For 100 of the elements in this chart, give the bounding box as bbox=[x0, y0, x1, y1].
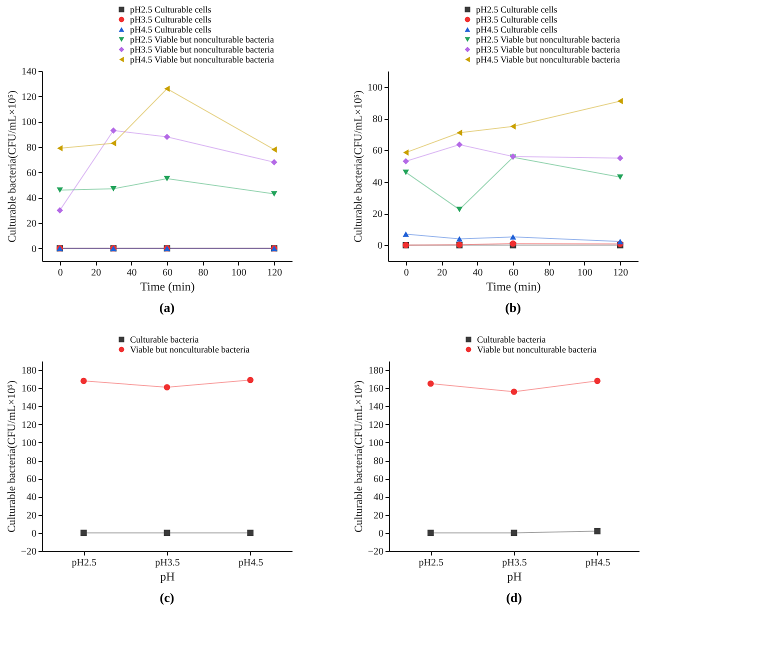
y-tick-label: 100 bbox=[22, 117, 36, 128]
y-tick-label: 80 bbox=[372, 114, 382, 125]
point bbox=[428, 530, 434, 536]
x-tick-label: 120 bbox=[267, 268, 282, 278]
point bbox=[456, 206, 463, 212]
point bbox=[594, 528, 600, 534]
x-tick-label: pH3.5 bbox=[502, 558, 527, 568]
text: (c) bbox=[160, 590, 174, 605]
point bbox=[57, 145, 63, 152]
y-tick-label: 160 bbox=[368, 384, 384, 395]
point bbox=[456, 236, 463, 242]
y-tick-label: 60 bbox=[374, 474, 384, 486]
legend-label: pH2.5 Culturable cells bbox=[130, 4, 212, 14]
text: (b) bbox=[505, 300, 521, 315]
y-tick-label: 0 bbox=[32, 528, 36, 540]
point bbox=[456, 130, 462, 136]
x-tick-label: 100 bbox=[231, 268, 246, 278]
y-tick-label: 40 bbox=[26, 193, 36, 204]
x-tick-label: 20 bbox=[437, 268, 448, 278]
point bbox=[164, 176, 170, 182]
y-tick-label: 60 bbox=[26, 168, 36, 179]
legend-label: Viable but nonculturable bacteria bbox=[477, 344, 597, 354]
x-axis-title: pH bbox=[160, 570, 176, 584]
x-tick-label: 40 bbox=[126, 268, 137, 278]
legend-label: pH2.5 Culturable cells bbox=[476, 4, 558, 14]
y-tick-label: 100 bbox=[368, 438, 384, 449]
y-axis-title: Culturable bacteria(CFU/mL×10⁵) bbox=[352, 90, 364, 243]
point bbox=[110, 127, 117, 134]
y-tick-label: 80 bbox=[374, 456, 384, 468]
point bbox=[80, 530, 87, 536]
y-tick-label: 120 bbox=[22, 420, 36, 431]
y-tick-label: 40 bbox=[374, 492, 384, 504]
legend-label: pH2.5 Viable but nonculturable bacteria bbox=[476, 34, 620, 44]
y-tick-label: 180 bbox=[368, 366, 384, 377]
y-tick-label: 120 bbox=[22, 92, 36, 103]
y-tick-label: 20 bbox=[374, 510, 384, 522]
x-tick-label: pH2.5 bbox=[418, 558, 444, 568]
point bbox=[270, 191, 278, 197]
legend-label: pH2.5 Viable but nonculturable bacteria bbox=[130, 34, 274, 44]
legend-label: pH4.5 Culturable cells bbox=[130, 24, 212, 34]
point bbox=[80, 378, 87, 384]
x-tick-label: pH4.5 bbox=[238, 558, 264, 568]
y-tick-label: 40 bbox=[372, 177, 382, 188]
x-tick-label: 80 bbox=[544, 268, 554, 278]
point bbox=[402, 170, 410, 176]
x-tick-label: 80 bbox=[198, 268, 208, 278]
y-tick-label: 20 bbox=[26, 510, 36, 522]
text: (a) bbox=[159, 300, 175, 315]
x-tick-label: pH2.5 bbox=[72, 558, 97, 568]
y-tick-label: 0 bbox=[378, 528, 384, 540]
y-tick-label: 80 bbox=[26, 142, 36, 154]
y-axis-title: Culturable bacteria(CFU/mL×10⁵) bbox=[6, 380, 18, 533]
y-tick-label: 100 bbox=[22, 438, 36, 449]
point bbox=[110, 140, 116, 146]
point bbox=[617, 98, 623, 104]
y-tick-label: 20 bbox=[372, 209, 382, 220]
legend-label: pH3.5 Viable but nonculturable bacteria bbox=[130, 44, 274, 54]
point bbox=[271, 146, 277, 153]
legend-label: pH4.5 Viable but nonculturable bacteria bbox=[130, 54, 274, 64]
point bbox=[56, 187, 64, 193]
point bbox=[403, 149, 409, 156]
y-tick-label: 20 bbox=[26, 218, 36, 230]
y-tick-label: 180 bbox=[22, 366, 36, 377]
point bbox=[110, 186, 117, 192]
legend-label: pH3.5 Culturable cells bbox=[476, 14, 558, 24]
x-axis-title: pH bbox=[507, 570, 522, 584]
x-axis-title: Time (min) bbox=[140, 280, 195, 294]
legend-label: pH3.5 Culturable cells bbox=[130, 14, 212, 24]
legend-label: pH3.5 Viable but nonculturable bacteria bbox=[476, 44, 620, 54]
x-tick-label: 20 bbox=[91, 268, 102, 278]
point bbox=[247, 376, 254, 384]
legend-label: Viable but nonculturable bacteria bbox=[130, 344, 250, 354]
point bbox=[616, 238, 624, 244]
x-tick-label: 0 bbox=[404, 268, 409, 278]
y-tick-label: 60 bbox=[372, 146, 382, 157]
y-axis-title: Culturable bacteria(CFU/mL×10⁵) bbox=[6, 90, 18, 243]
y-tick-label: 160 bbox=[22, 384, 36, 395]
y-tick-label: 140 bbox=[22, 402, 36, 413]
point bbox=[594, 378, 600, 384]
point bbox=[247, 530, 254, 536]
point bbox=[428, 380, 434, 387]
y-tick-label: 60 bbox=[26, 474, 36, 486]
x-tick-label: 60 bbox=[162, 268, 172, 278]
y-tick-label: 140 bbox=[22, 66, 36, 78]
x-tick-label: 120 bbox=[613, 268, 628, 278]
point bbox=[402, 158, 410, 164]
point bbox=[510, 123, 516, 130]
y-tick-label: 140 bbox=[368, 402, 384, 413]
y-tick-label: 40 bbox=[26, 492, 36, 504]
x-tick-label: 60 bbox=[508, 268, 518, 278]
y-tick-label: 80 bbox=[26, 456, 36, 468]
text: (d) bbox=[506, 590, 522, 605]
point bbox=[164, 86, 170, 92]
x-tick-label: pH3.5 bbox=[155, 558, 180, 568]
y-tick-label: −20 bbox=[20, 546, 36, 558]
point bbox=[270, 159, 278, 166]
y-axis-title: Culturable bacteria(CFU/mL×10⁵) bbox=[352, 380, 365, 533]
x-axis-title: Time (min) bbox=[486, 280, 541, 294]
point bbox=[164, 384, 170, 390]
point bbox=[56, 207, 64, 214]
